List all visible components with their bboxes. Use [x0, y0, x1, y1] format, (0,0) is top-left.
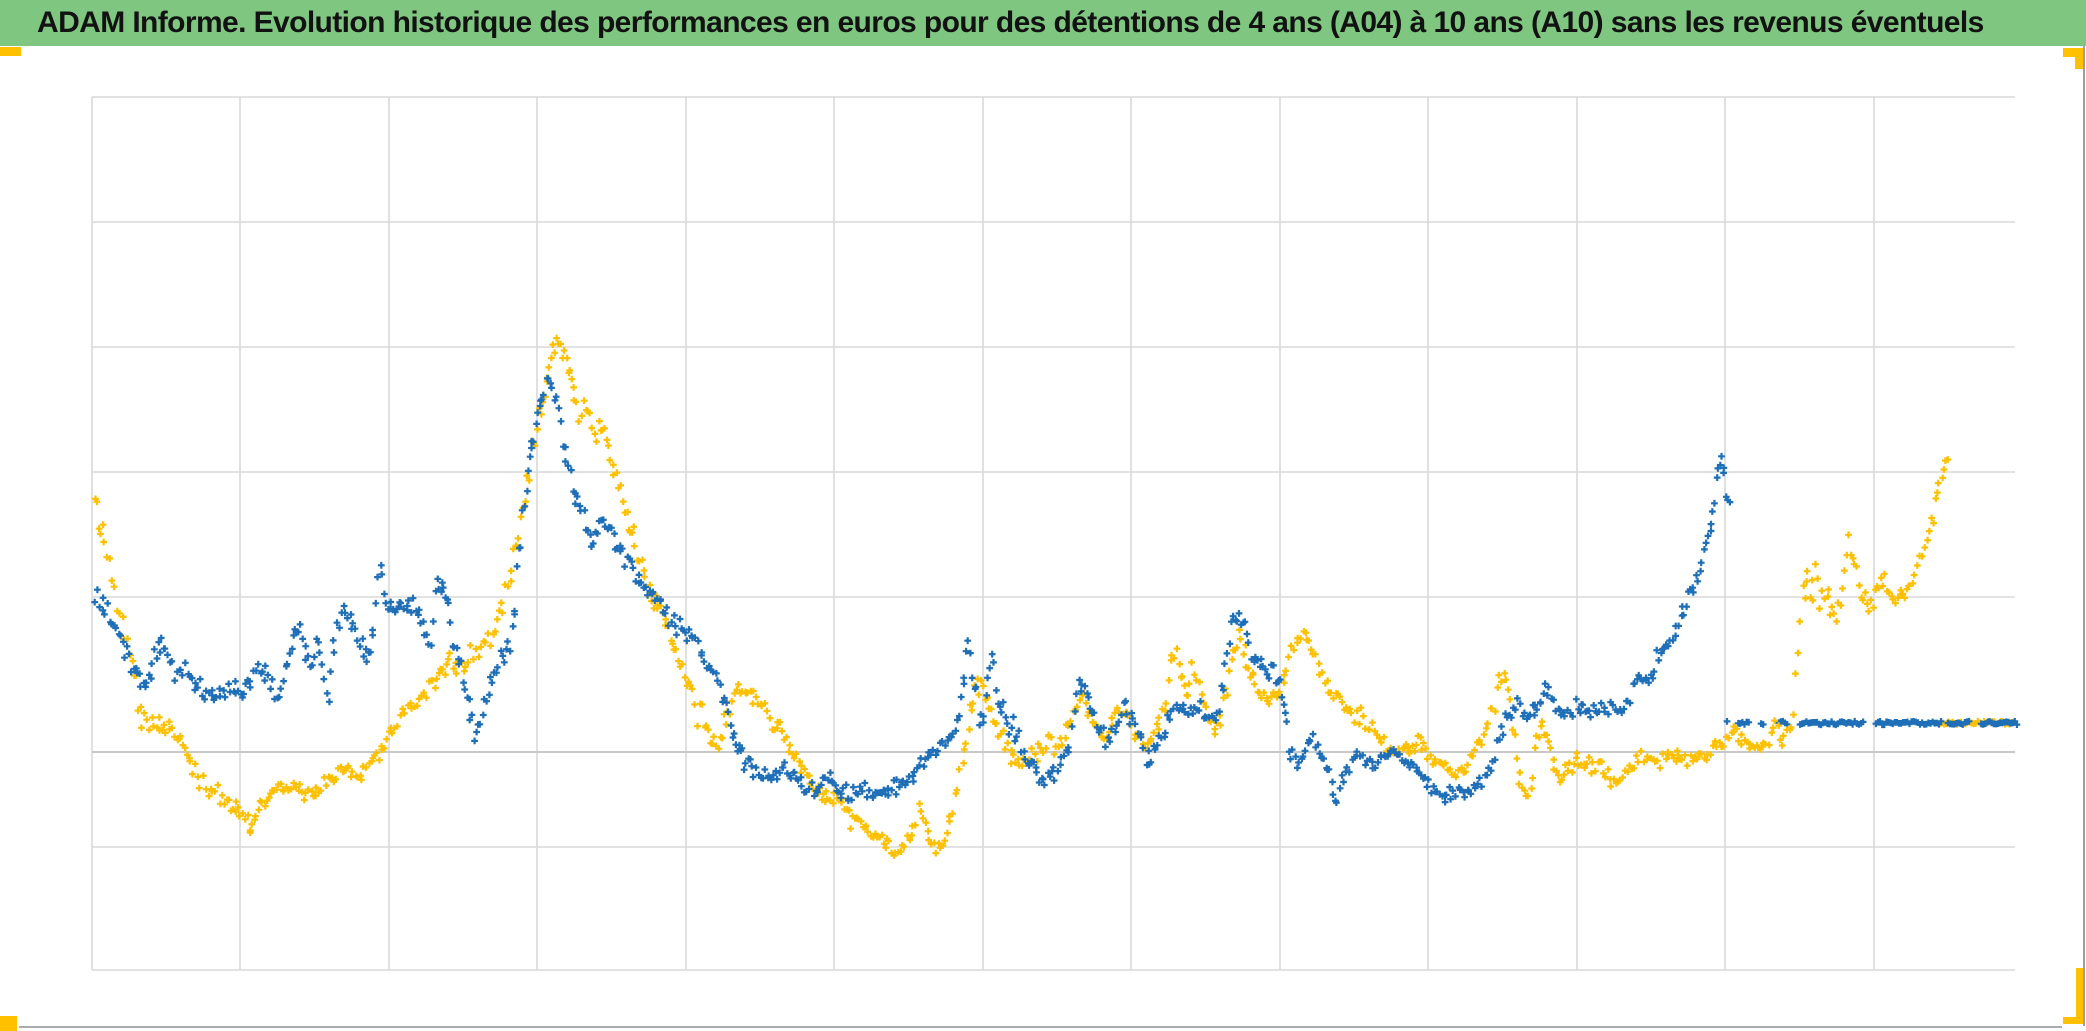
series-blue-flat-tail: [1723, 717, 2021, 729]
chart-gridlines: [91, 96, 2015, 971]
chart-title-bar: ADAM Informe. Evolution historique des p…: [0, 0, 2086, 46]
chart-title: ADAM Informe. Evolution historique des p…: [37, 6, 1984, 39]
series-blue-markers: [91, 375, 1734, 806]
right-border-line: [2083, 46, 2085, 1026]
chart-area: [0, 46, 2086, 1031]
bottom-border-line: [19, 1026, 2062, 1028]
corner-accent-bottom-right-icon: [2076, 968, 2083, 1024]
corner-accent-top-right-icon: [2063, 48, 2083, 57]
chart-svg: [91, 96, 2021, 971]
corner-accent-bottom-left-icon: [0, 1016, 17, 1031]
corner-accent-top-right-icon: [2075, 48, 2083, 69]
corner-accent-top-left-icon: [0, 47, 21, 56]
corner-accent-bottom-right-icon: [2063, 1017, 2083, 1024]
